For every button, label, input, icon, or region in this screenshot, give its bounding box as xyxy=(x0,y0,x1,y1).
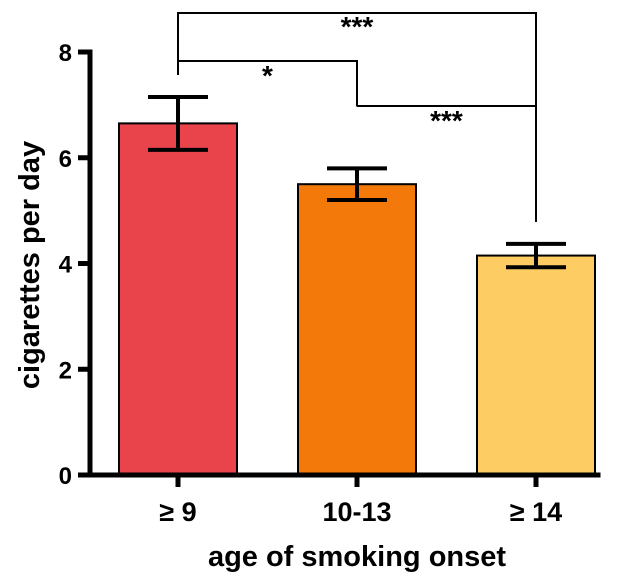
significance-bracket-2 xyxy=(356,105,537,222)
significance-label-2: *** xyxy=(430,105,463,136)
significance-label-0: *** xyxy=(341,11,374,42)
y-tick-label-0: 0 xyxy=(59,463,72,490)
y-tick-label-2: 2 xyxy=(59,357,72,384)
x-tick-label-2: ≥ 14 xyxy=(510,497,562,527)
y-axis-title: cigarettes per day xyxy=(14,141,46,389)
y-tick-label-4: 4 xyxy=(59,252,73,279)
x-tick-label-0: ≥ 9 xyxy=(159,497,196,527)
significance-label-1: * xyxy=(262,60,273,91)
bar-2 xyxy=(476,254,596,476)
error-bar-2 xyxy=(506,241,566,270)
error-bar-0 xyxy=(148,94,208,152)
x-axis-title: age of smoking onset xyxy=(208,541,506,573)
x-tick-label-1: 10-13 xyxy=(322,497,391,527)
bar-0 xyxy=(118,122,238,476)
bar-1 xyxy=(297,183,417,476)
y-tick-label-6: 6 xyxy=(59,146,72,173)
y-tick-label-8: 8 xyxy=(59,40,72,67)
significance-bracket-1 xyxy=(177,60,358,107)
error-bar-1 xyxy=(327,166,387,203)
